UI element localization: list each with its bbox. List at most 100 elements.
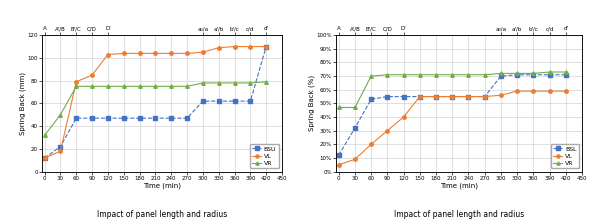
BSL	[449, 95, 456, 98]
Line: VL: VL	[337, 89, 568, 167]
VL	[449, 95, 456, 98]
VL	[335, 163, 343, 166]
Line: VR: VR	[43, 80, 268, 137]
VR	[57, 114, 64, 116]
VL	[514, 90, 521, 92]
VL	[120, 52, 127, 55]
VL	[497, 94, 505, 97]
BSU	[89, 117, 96, 119]
Y-axis label: Spring Back (%): Spring Back (%)	[308, 75, 315, 132]
VL	[530, 90, 537, 92]
X-axis label: Time (min): Time (min)	[143, 182, 181, 189]
VL	[167, 52, 175, 55]
Text: Impact of panel length and radius: Impact of panel length and radius	[97, 210, 227, 219]
BSL	[481, 95, 488, 98]
VR	[352, 106, 359, 109]
BSL	[497, 75, 505, 77]
BSU	[152, 117, 159, 119]
VL	[199, 51, 206, 53]
VR	[481, 73, 488, 76]
BSU	[120, 117, 127, 119]
VL	[104, 53, 112, 56]
VR	[89, 85, 96, 88]
VR	[73, 85, 80, 88]
VL	[546, 90, 553, 92]
Line: BSL: BSL	[337, 73, 568, 157]
VL	[416, 95, 424, 98]
VR	[514, 72, 521, 75]
VL	[41, 157, 48, 159]
VL	[215, 46, 223, 49]
BSU	[184, 117, 191, 119]
Line: VR: VR	[337, 70, 568, 109]
VL	[73, 81, 80, 83]
VL	[384, 129, 391, 132]
VR	[120, 85, 127, 88]
VR	[400, 73, 407, 76]
VL	[57, 150, 64, 152]
VL	[263, 45, 270, 48]
VL	[89, 74, 96, 76]
BSL	[368, 98, 375, 101]
VR	[231, 82, 238, 84]
Line: BSU: BSU	[43, 45, 268, 160]
VR	[384, 73, 391, 76]
BSL	[352, 127, 359, 129]
BSU	[104, 117, 112, 119]
BSL	[530, 73, 537, 76]
BSU	[231, 100, 238, 103]
VR	[215, 82, 223, 84]
VR	[433, 73, 440, 76]
BSL	[416, 95, 424, 98]
VL	[231, 45, 238, 48]
VL	[481, 95, 488, 98]
VR	[199, 82, 206, 84]
Legend: BSU, VL, VR: BSU, VL, VR	[250, 144, 279, 169]
VR	[546, 71, 553, 73]
BSL	[384, 95, 391, 98]
BSU	[199, 100, 206, 103]
VL	[136, 52, 143, 55]
VR	[247, 82, 254, 84]
VR	[41, 134, 48, 137]
BSU	[167, 117, 175, 119]
BSU	[263, 45, 270, 48]
BSU	[215, 100, 223, 103]
Y-axis label: Spring Back (mm): Spring Back (mm)	[19, 72, 26, 135]
BSL	[514, 73, 521, 76]
BSU	[57, 145, 64, 148]
VR	[136, 85, 143, 88]
VR	[335, 106, 343, 109]
VL	[184, 52, 191, 55]
VL	[562, 90, 569, 92]
VR	[449, 73, 456, 76]
Text: Impact of panel length and radius: Impact of panel length and radius	[394, 210, 524, 219]
Legend: BSL, VL, VR: BSL, VL, VR	[551, 144, 579, 169]
VL	[400, 116, 407, 118]
X-axis label: Time (min): Time (min)	[440, 182, 478, 189]
VR	[562, 71, 569, 73]
VR	[152, 85, 159, 88]
VL	[247, 45, 254, 48]
VL	[368, 143, 375, 146]
BSL	[335, 154, 343, 157]
BSU	[136, 117, 143, 119]
VR	[416, 73, 424, 76]
VR	[530, 72, 537, 75]
VR	[104, 85, 112, 88]
BSL	[465, 95, 472, 98]
VR	[497, 72, 505, 75]
BSL	[433, 95, 440, 98]
VR	[368, 75, 375, 77]
BSU	[41, 157, 48, 159]
BSU	[73, 117, 80, 119]
BSU	[247, 100, 254, 103]
VR	[167, 85, 175, 88]
VR	[465, 73, 472, 76]
VL	[352, 158, 359, 161]
BSL	[546, 73, 553, 76]
VR	[184, 85, 191, 88]
Line: VL: VL	[43, 45, 268, 160]
VL	[152, 52, 159, 55]
BSL	[400, 95, 407, 98]
